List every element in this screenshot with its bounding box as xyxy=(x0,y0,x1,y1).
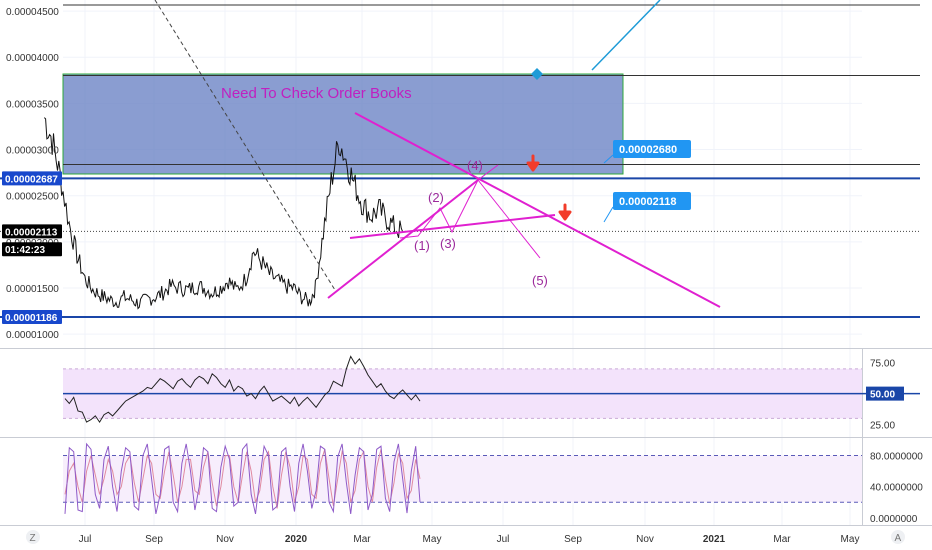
wave-label-5: (5) xyxy=(532,273,548,288)
price-tag-text: 0.00002687 xyxy=(5,174,58,185)
callout-lower[interactable]: 0.00002118 xyxy=(613,192,691,210)
wave-label-3: (3) xyxy=(440,236,456,251)
price-tags: 0.00002687 0.00002113 01:42:23 0.00001186 xyxy=(2,171,62,324)
time-tick-label: Nov xyxy=(636,534,654,545)
callout-lower-pointer xyxy=(603,206,614,223)
descending-trendline xyxy=(354,112,721,308)
stoch-band xyxy=(63,455,862,503)
time-tick-label: Jul xyxy=(79,534,92,545)
drawings[interactable] xyxy=(154,0,721,308)
price-tag-bg xyxy=(2,224,62,239)
auto-scale-button[interactable]: A xyxy=(891,530,905,544)
wave-label-2: (2) xyxy=(428,190,444,205)
price-tick-label: 0.00003500 xyxy=(6,99,59,110)
down-arrow-icon xyxy=(526,154,540,172)
wave-path xyxy=(399,164,499,239)
callout-lower-text: 0.00002118 xyxy=(619,196,677,208)
price-tick-label: 0.00004000 xyxy=(6,53,59,64)
time-tick-label: May xyxy=(841,534,860,545)
price-line xyxy=(43,117,404,310)
price-tag-text: 0.00002113 xyxy=(5,227,58,238)
rsi-tick-label: 25.00 xyxy=(870,421,895,432)
stoch-tick-label: 40.0000000 xyxy=(870,483,923,494)
wave-label-1: (1) xyxy=(414,238,430,253)
time-tick-label: 2020 xyxy=(285,534,308,545)
time-tick-label: May xyxy=(423,534,442,545)
stoch-d-line xyxy=(64,449,421,509)
time-tick-label: 2021 xyxy=(703,534,726,545)
price-tick-label: 0.00003000 xyxy=(6,146,59,157)
rsi-pane: 75.00 25.00 50.00 xyxy=(63,355,920,432)
wave-5-path xyxy=(477,179,541,259)
time-tick-label: Mar xyxy=(353,534,371,545)
time-tick-label: Sep xyxy=(564,534,582,545)
price-tag-bg xyxy=(2,242,62,257)
stoch-tick-label: 0.0000000 xyxy=(870,514,918,525)
price-tick-label: 0.00004500 xyxy=(6,7,59,18)
time-tick-label: Mar xyxy=(773,534,791,545)
time-tick-label: Nov xyxy=(216,534,234,545)
triangle-base-line xyxy=(349,214,556,239)
callout-upper-pointer xyxy=(603,154,614,164)
time-tick-label: Jul xyxy=(497,534,510,545)
ascending-trendline xyxy=(327,179,479,299)
cyan-projection-line xyxy=(591,0,661,71)
wave-labels: (1) (2) (3) (4) (5) xyxy=(414,158,548,288)
price-tag-bg xyxy=(2,309,62,324)
price-tick-label: 0.00002500 xyxy=(6,192,59,203)
rsi-tick-label: 75.00 xyxy=(870,359,895,370)
price-tag-text: 0.00001186 xyxy=(5,313,58,324)
price-tick-label: 0.00001500 xyxy=(6,284,59,295)
time-tick-label: Sep xyxy=(145,534,163,545)
rsi-line xyxy=(64,355,421,424)
rsi-level-tag-text: 50.00 xyxy=(870,390,895,401)
stoch-tick-label: 80.0000000 xyxy=(870,452,923,463)
horizontal-levels xyxy=(0,4,920,318)
wave-label-4: (4) xyxy=(467,158,483,173)
price-tag-bg xyxy=(2,171,62,186)
price-tick-label: 0.00001000 xyxy=(6,330,59,341)
timezone-button-label: Z xyxy=(30,533,36,544)
rsi-level-tag-bg xyxy=(866,386,904,401)
dashed-trendline xyxy=(154,0,336,291)
zone-annotation: Need To Check Order Books xyxy=(221,85,412,102)
timezone-button[interactable]: Z xyxy=(26,530,40,544)
auto-scale-button-label: A xyxy=(895,533,902,544)
price-tag-text: 01:42:23 xyxy=(5,245,45,256)
callout-upper-text: 0.00002680 xyxy=(619,144,677,156)
stoch-pane: 80.0000000 40.0000000 0.0000000 xyxy=(63,442,923,525)
price-series xyxy=(43,117,404,310)
target-marker-icon xyxy=(531,68,543,80)
pane-separators xyxy=(0,348,932,526)
down-arrow-icon xyxy=(558,203,572,221)
callout-upper[interactable]: 0.00002680 xyxy=(613,140,691,158)
time-axis: Jul Sep Nov 2020 Mar May Jul Sep Nov 2021 Mar May xyxy=(79,534,860,545)
stoch-k-line xyxy=(64,442,421,515)
